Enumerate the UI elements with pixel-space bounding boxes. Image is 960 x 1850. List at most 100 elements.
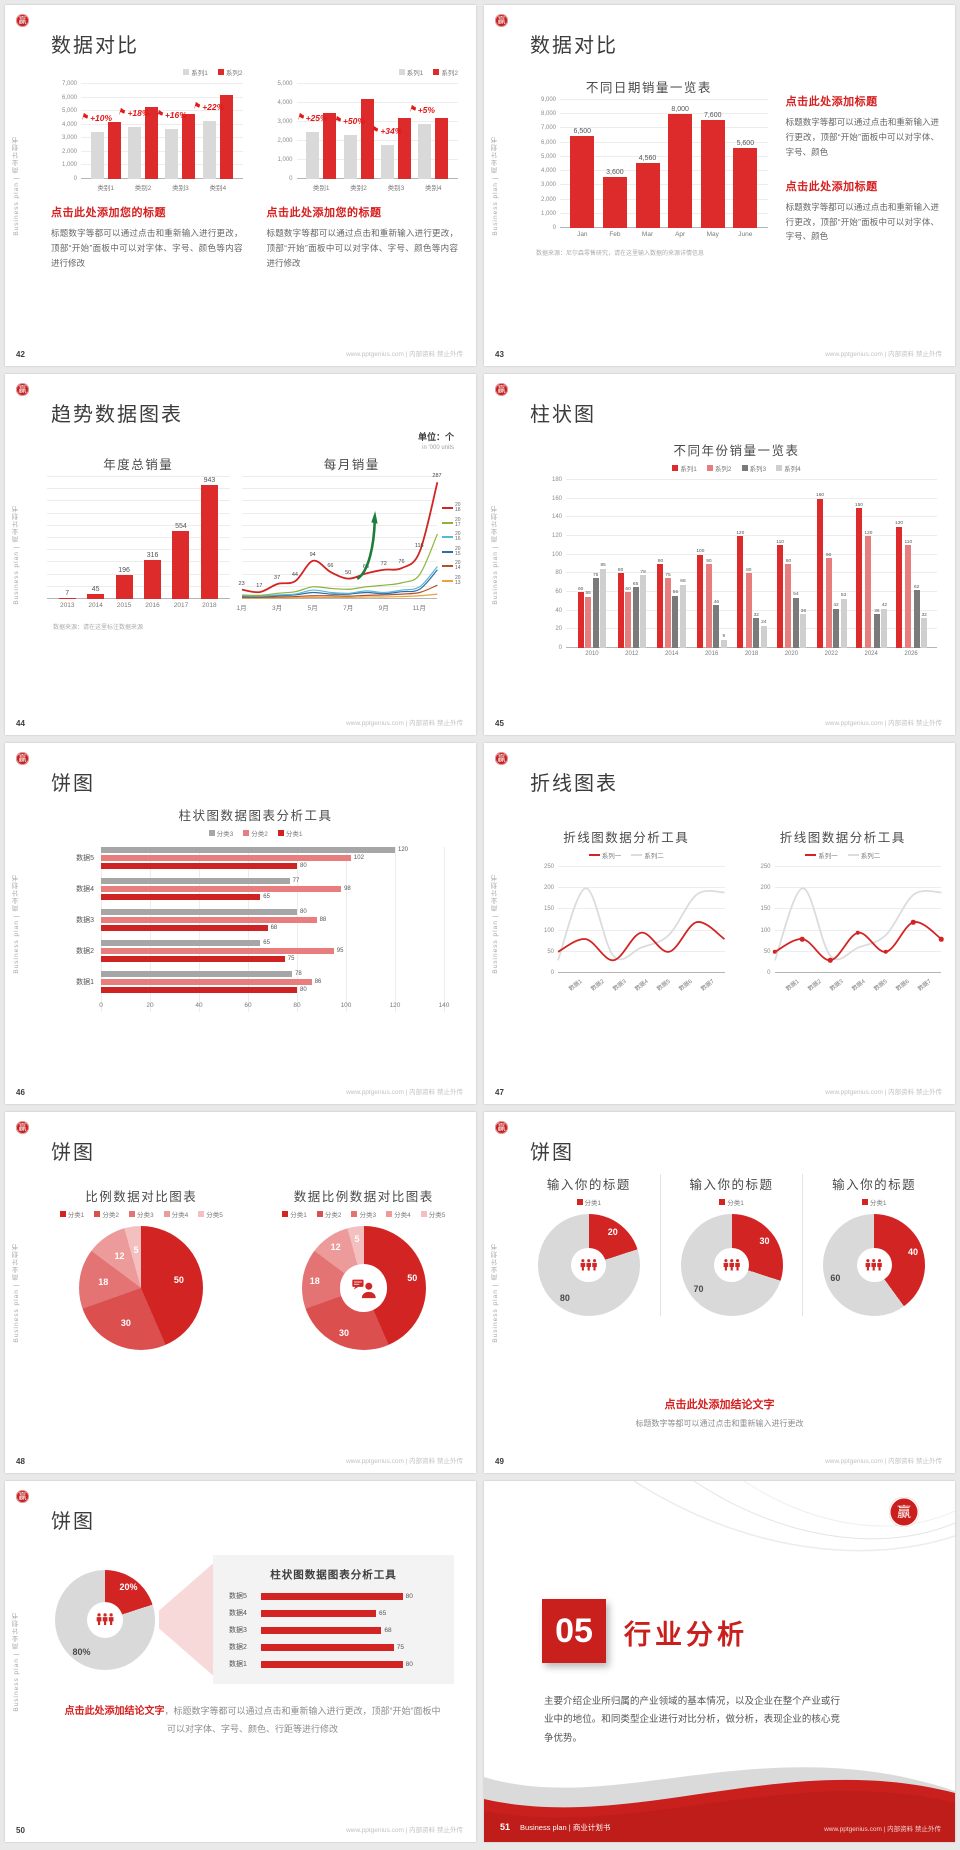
barcol-el [182,84,196,179]
span-el: 分类5 [206,1212,223,1219]
gridl-el [566,497,937,499]
bar-el [840,598,847,648]
gridl-el [560,155,768,157]
e-el: 20 18 [442,502,462,514]
grp-el: 6,500 [566,100,599,228]
bar-el [380,144,394,179]
grp-el: ⚑ +34% [370,84,414,179]
page-number: 45 [495,719,504,728]
lpt-el: 287 [432,473,442,480]
span-el: 系列3 [749,466,767,473]
mval-el: 75 [396,1643,404,1651]
page-title: 饼图 [530,1142,574,1164]
gridl-el [560,127,768,129]
lpt-el: 76 [398,559,405,566]
flag-el: ⚑ [80,110,91,123]
span-el: 100 [340,1002,352,1009]
pie-el: 20 80 [537,1214,640,1316]
plab-el: 80 [559,1293,570,1303]
gridl-el [296,178,458,179]
span-el: 分类3 [216,831,234,838]
donut-column-2: 输入你的标题 分类1 30 70 [659,1174,803,1316]
barcol-el: 4,560 [635,100,660,228]
xl-el: 类别1 [312,185,330,192]
circle-el [735,1259,739,1263]
footer-site: www.pptgenius.com | 内部资料 禁止外传 [346,1827,463,1834]
grp-el: 130 110 62 32 [891,480,931,648]
barcol-el: 90 [657,480,664,648]
bval-el: 65 [632,581,639,587]
panel-bar-rows: 柱状图数据图表分析工具 数据5 80 数据4 65 数据3 68 数据2 75 数据1 80 [229,1567,438,1669]
flag-el: ⚑ [154,107,166,120]
hbar-el [101,956,285,962]
bval-el: 150 [854,502,863,508]
ylab-el: 7,000 [61,81,77,87]
bar-el [128,127,142,179]
page-title: 数据对比 [530,35,618,57]
logo-icon: 赢 [495,383,508,396]
bar-el [435,118,449,179]
mrow-el: 数据5 80 [229,1591,438,1601]
bval-el: 24 [761,620,767,626]
hbl-el: 88 [101,917,444,923]
legend-el: 分类1 分类2 分类3 分类4 分类5 [45,1209,238,1219]
flag-el: ⚑ [370,123,381,136]
lgi-el: 系列二 [847,850,880,860]
e-el: 20 15 [442,546,462,558]
grp-el: 120 80 32 24 [732,480,772,648]
xl-el: 数据6 [678,978,695,993]
xl-el: 2022 [824,651,838,657]
xlabs-el: 数据1 数据2 数据3 数据4 数据5 数据6 数据7 [558,976,725,993]
xl-el: 2018 [202,602,217,609]
span-el: 系列1 [680,466,697,473]
lgi-el: 分类1 [861,1197,886,1207]
gridl-el [560,184,768,186]
footer-site: www.pptgenius.com | 内部资料 禁止外传 [825,1458,942,1465]
span-el: 系列一 [818,853,838,860]
gridl-el [47,573,230,575]
bval-el: 316 [146,552,159,560]
bar-el [855,508,862,648]
circle-el [364,1282,372,1290]
hval-el: 80 [300,863,307,869]
content-columns: 比例数据对比图表 分类1 分类2 分类3 分类4 分类5 50 30 18 12 5 数据比例数据对… [45,1186,460,1350]
barcol-el: 42 [833,480,840,648]
bval-el: 96 [825,552,832,558]
barcol-el: 62 [913,480,920,648]
sidebar-vertical-text: Business plan | 商业计划书 [13,1611,20,1712]
content: 柱状图数据图表分析工具 分类3 分类2 分类1 数据5 120 102 80 数据4 77 98 65… [57,805,454,1012]
barcol-el: 55 [585,480,592,648]
span-el: 分类1 [584,1200,602,1207]
sw-el [861,1199,868,1205]
logo-icon: 赢 [16,383,29,396]
xl-el: 类别2 [350,185,367,192]
ylab-el: 250 [543,864,554,870]
xl-el: 数据2 [806,978,823,993]
lgi-el: 分类3 [208,828,234,838]
analysis-panel: 柱状图数据图表分析工具 数据5 80 数据4 65 数据3 68 数据2 75 数据1 80 [213,1555,454,1684]
bar-el [913,590,920,648]
bar-el [700,119,725,228]
bar-el [585,596,592,648]
ylab-el: 4,000 [61,121,77,128]
mtrack-el: 80 [261,1592,438,1600]
plot-el: 0 20 40 60 80 100 120 140 160 180 60 55 75 85 80 60 65 78… [552,477,937,651]
mtrack-el: 68 [261,1626,438,1634]
span-el: 20 [455,560,461,566]
e-el: 20 13 [442,574,462,587]
bar-el [182,113,196,179]
line-chart-right: 折线图数据分析工具 系列一 系列二 0 50 100 150 200 250 数据1 数据2 数据3 数… [745,827,944,993]
bval-el: 75 [593,572,599,578]
sidebar-vertical-text: Business plan | 商业计划书 [13,1242,20,1343]
bar-el [697,554,704,648]
hbl-el: 65 [101,894,444,900]
span-el: 分类1 [727,1200,744,1207]
bval-el: 554 [175,523,187,531]
piebox-el: 30 70 [669,1214,795,1316]
ylab-el: 7,000 [540,125,556,132]
hcat-el: 数据2 [76,948,94,955]
span-el: 20 [455,574,461,581]
content-columns: 输入你的标题 分类1 20 80 输入你的标题 分类1 30 70 输入你的标题 分类1 40 6… [518,1174,945,1316]
bar-el [144,560,162,599]
span-el: 13 [455,579,461,586]
